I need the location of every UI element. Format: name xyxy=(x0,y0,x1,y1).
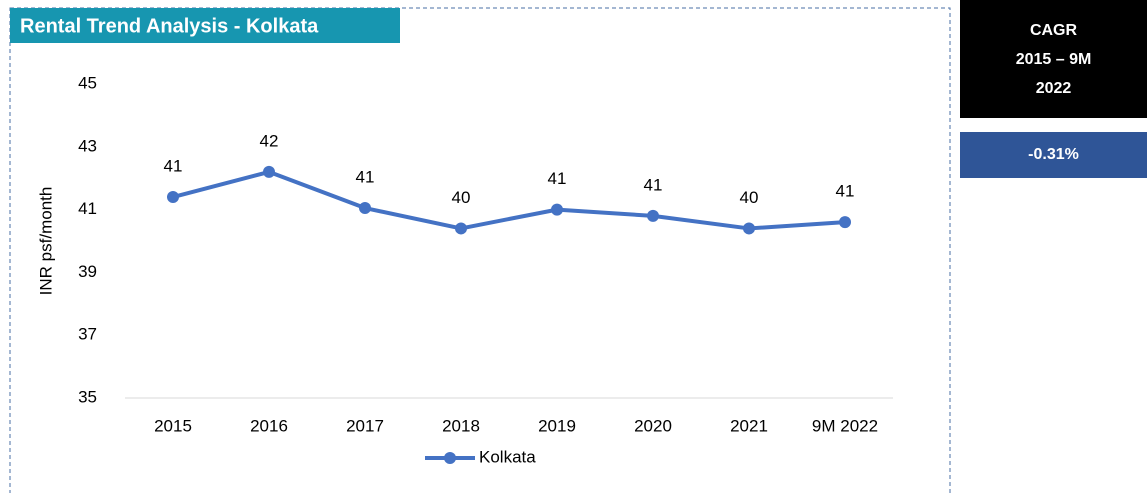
cagr-header-line: CAGR xyxy=(1029,22,1078,39)
point xyxy=(359,202,371,215)
x-tick-label: 2021 xyxy=(730,416,768,435)
y-tick-label: 39 xyxy=(78,262,97,281)
data-label: 41 xyxy=(356,168,375,187)
x-tick-label: 2018 xyxy=(442,416,480,435)
chart: Rental Trend Analysis - Kolkata INR psf/… xyxy=(9,7,951,493)
x-tick-label: 2017 xyxy=(346,416,384,435)
chart-title: Rental Trend Analysis - Kolkata xyxy=(20,15,319,37)
y-tick-label: 35 xyxy=(78,387,97,406)
point xyxy=(167,191,179,204)
point xyxy=(743,222,755,235)
x-tick-label: 2019 xyxy=(538,416,576,435)
cagr-header-line: 2015 – 9M xyxy=(1015,51,1092,68)
data-label: 40 xyxy=(452,188,471,207)
chart-border xyxy=(9,7,951,493)
data-label: 41 xyxy=(644,175,663,194)
y-tick-label: 43 xyxy=(78,136,97,155)
legend-label: Kolkata xyxy=(479,447,536,466)
y-tick-label: 37 xyxy=(78,325,97,344)
data-label: 41 xyxy=(164,157,183,176)
cagr-header: CAGR 2015 – 9M 2022 xyxy=(960,0,1147,118)
data-label: 41 xyxy=(548,169,567,188)
y-axis-label: INR psf/month xyxy=(36,187,55,296)
title-box xyxy=(10,8,400,43)
y-tick-label: 41 xyxy=(78,199,97,218)
point xyxy=(551,203,563,216)
legend-marker xyxy=(444,452,456,464)
data-label: 41 xyxy=(836,182,855,201)
y-tick-label: 45 xyxy=(78,73,97,92)
point xyxy=(455,222,467,235)
cagr-value: -0.31% xyxy=(960,132,1147,178)
point xyxy=(647,209,659,222)
data-label: 42 xyxy=(260,131,279,150)
point xyxy=(839,216,851,229)
point xyxy=(263,165,275,178)
x-tick-label: 2020 xyxy=(634,416,672,435)
x-tick-label: 2015 xyxy=(154,416,192,435)
data-label: 40 xyxy=(740,188,759,207)
series-line xyxy=(172,169,846,231)
x-tick-label: 9M 2022 xyxy=(812,416,878,435)
cagr-header-line: 2022 xyxy=(1035,80,1072,97)
x-tick-label: 2016 xyxy=(250,416,288,435)
